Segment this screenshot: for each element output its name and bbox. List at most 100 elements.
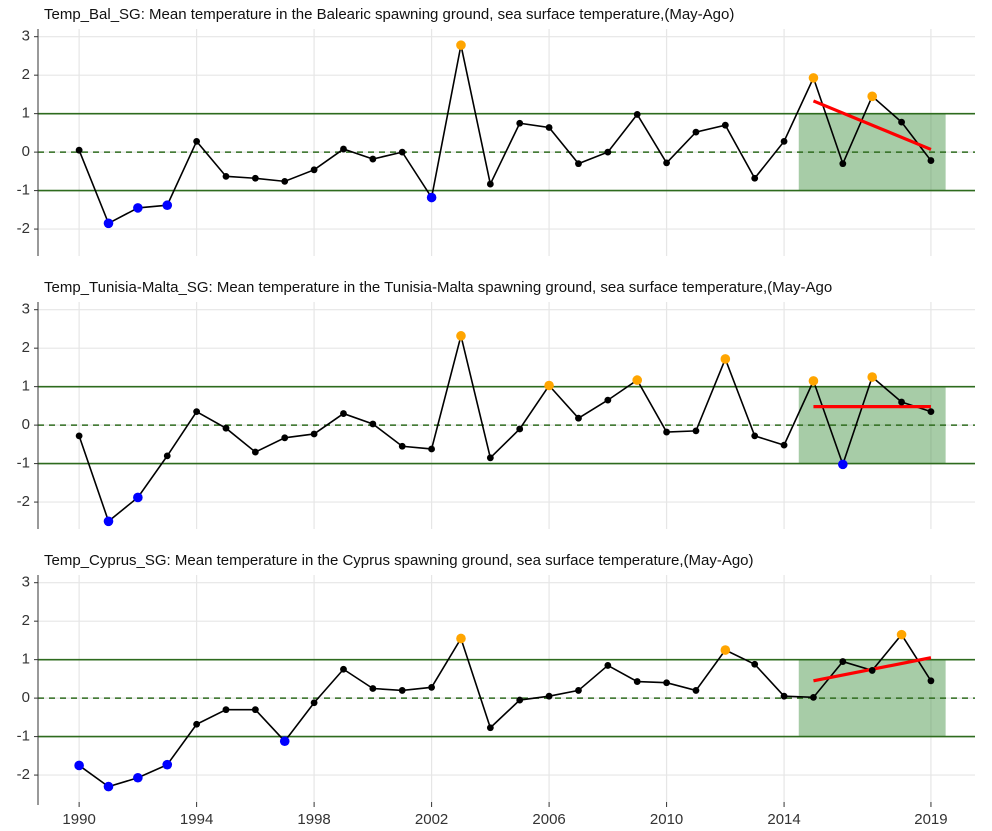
data-point: [428, 683, 435, 691]
y-tick-label: -1: [17, 182, 30, 199]
y-tick-label: -2: [17, 493, 30, 510]
data-point: [692, 427, 700, 435]
data-point: [456, 40, 466, 50]
data-point: [575, 160, 582, 168]
data-point: [251, 174, 259, 182]
panel-title: Temp_Bal_SG: Mean temperature in the Bal…: [44, 6, 734, 23]
data-point: [516, 119, 524, 127]
data-point: [780, 441, 788, 449]
data-point: [544, 380, 554, 391]
data-point: [927, 408, 935, 416]
y-tick-label: 3: [22, 28, 30, 45]
data-point: [74, 760, 84, 771]
data-point: [721, 121, 729, 129]
data-point: [896, 629, 907, 640]
data-point: [808, 376, 819, 386]
data-point: [604, 662, 612, 669]
data-point: [340, 410, 347, 417]
data-point: [456, 633, 466, 644]
data-point: [663, 679, 670, 687]
data-point: [281, 177, 289, 185]
data-point: [340, 665, 347, 673]
data-point: [103, 516, 114, 527]
data-point: [927, 677, 935, 685]
series-line: [78, 335, 932, 523]
x-tick-label: 2002: [415, 811, 448, 828]
data-point: [193, 408, 201, 416]
data-point: [867, 91, 877, 102]
data-point: [456, 331, 466, 341]
data-point: [720, 354, 731, 364]
data-point: [251, 706, 259, 714]
data-point: [927, 157, 935, 164]
data-point: [808, 73, 819, 83]
data-point: [340, 145, 347, 153]
x-tick-label: 2006: [532, 811, 565, 828]
data-point: [103, 218, 114, 229]
data-point: [133, 492, 143, 503]
x-tick-label: 1990: [62, 811, 95, 828]
x-tick-label: 2010: [650, 811, 683, 828]
y-tick-label: -2: [17, 220, 30, 237]
y-tick-label: 2: [22, 66, 30, 83]
data-point: [426, 192, 437, 203]
data-point: [516, 425, 524, 433]
data-point: [663, 159, 670, 167]
data-point: [281, 434, 289, 442]
data-point: [751, 174, 759, 182]
y-tick-label: 1: [22, 105, 30, 122]
y-tick-label: 3: [22, 301, 30, 318]
y-tick-label: 2: [22, 612, 30, 629]
data-point: [545, 124, 553, 131]
x-tick-label: 2019: [914, 811, 947, 828]
data-point: [133, 772, 143, 783]
data-point: [251, 448, 259, 456]
data-point: [692, 687, 700, 694]
data-point: [810, 693, 817, 701]
data-point: [133, 203, 143, 213]
data-point: [780, 692, 788, 700]
data-point: [163, 452, 171, 460]
y-tick-label: 3: [22, 574, 30, 591]
data-point: [310, 430, 318, 438]
data-point: [310, 699, 318, 707]
data-point: [663, 428, 670, 436]
data-point: [279, 736, 290, 747]
data-point: [193, 137, 201, 145]
y-tick-label: 1: [22, 651, 30, 668]
data-point: [898, 398, 905, 406]
data-point: [839, 658, 847, 665]
data-point: [839, 160, 847, 168]
data-point: [838, 459, 848, 470]
data-point: [751, 432, 759, 440]
y-tick-label: -1: [17, 455, 30, 472]
data-point: [898, 118, 905, 126]
data-point: [633, 111, 641, 118]
data-point: [103, 781, 114, 792]
data-point: [162, 200, 173, 211]
data-point: [720, 645, 731, 655]
data-point: [486, 180, 494, 188]
trend-line: [812, 99, 932, 151]
panel-title: Temp_Tunisia-Malta_SG: Mean temperature …: [44, 279, 832, 296]
data-point: [398, 148, 406, 156]
data-point: [193, 720, 201, 728]
series-line: [78, 44, 932, 225]
data-point: [75, 146, 83, 154]
data-point: [575, 687, 582, 694]
data-point: [516, 696, 524, 704]
data-point: [369, 155, 377, 163]
y-tick-label: 0: [22, 416, 30, 433]
data-point: [75, 432, 83, 440]
x-tick-label: 1994: [180, 811, 213, 828]
series-line: [78, 633, 932, 788]
data-point: [222, 706, 230, 714]
y-tick-label: 1: [22, 378, 30, 395]
data-point: [398, 687, 406, 694]
data-point: [604, 148, 612, 156]
data-point: [162, 759, 173, 770]
data-point: [575, 414, 582, 422]
data-point: [604, 396, 612, 404]
